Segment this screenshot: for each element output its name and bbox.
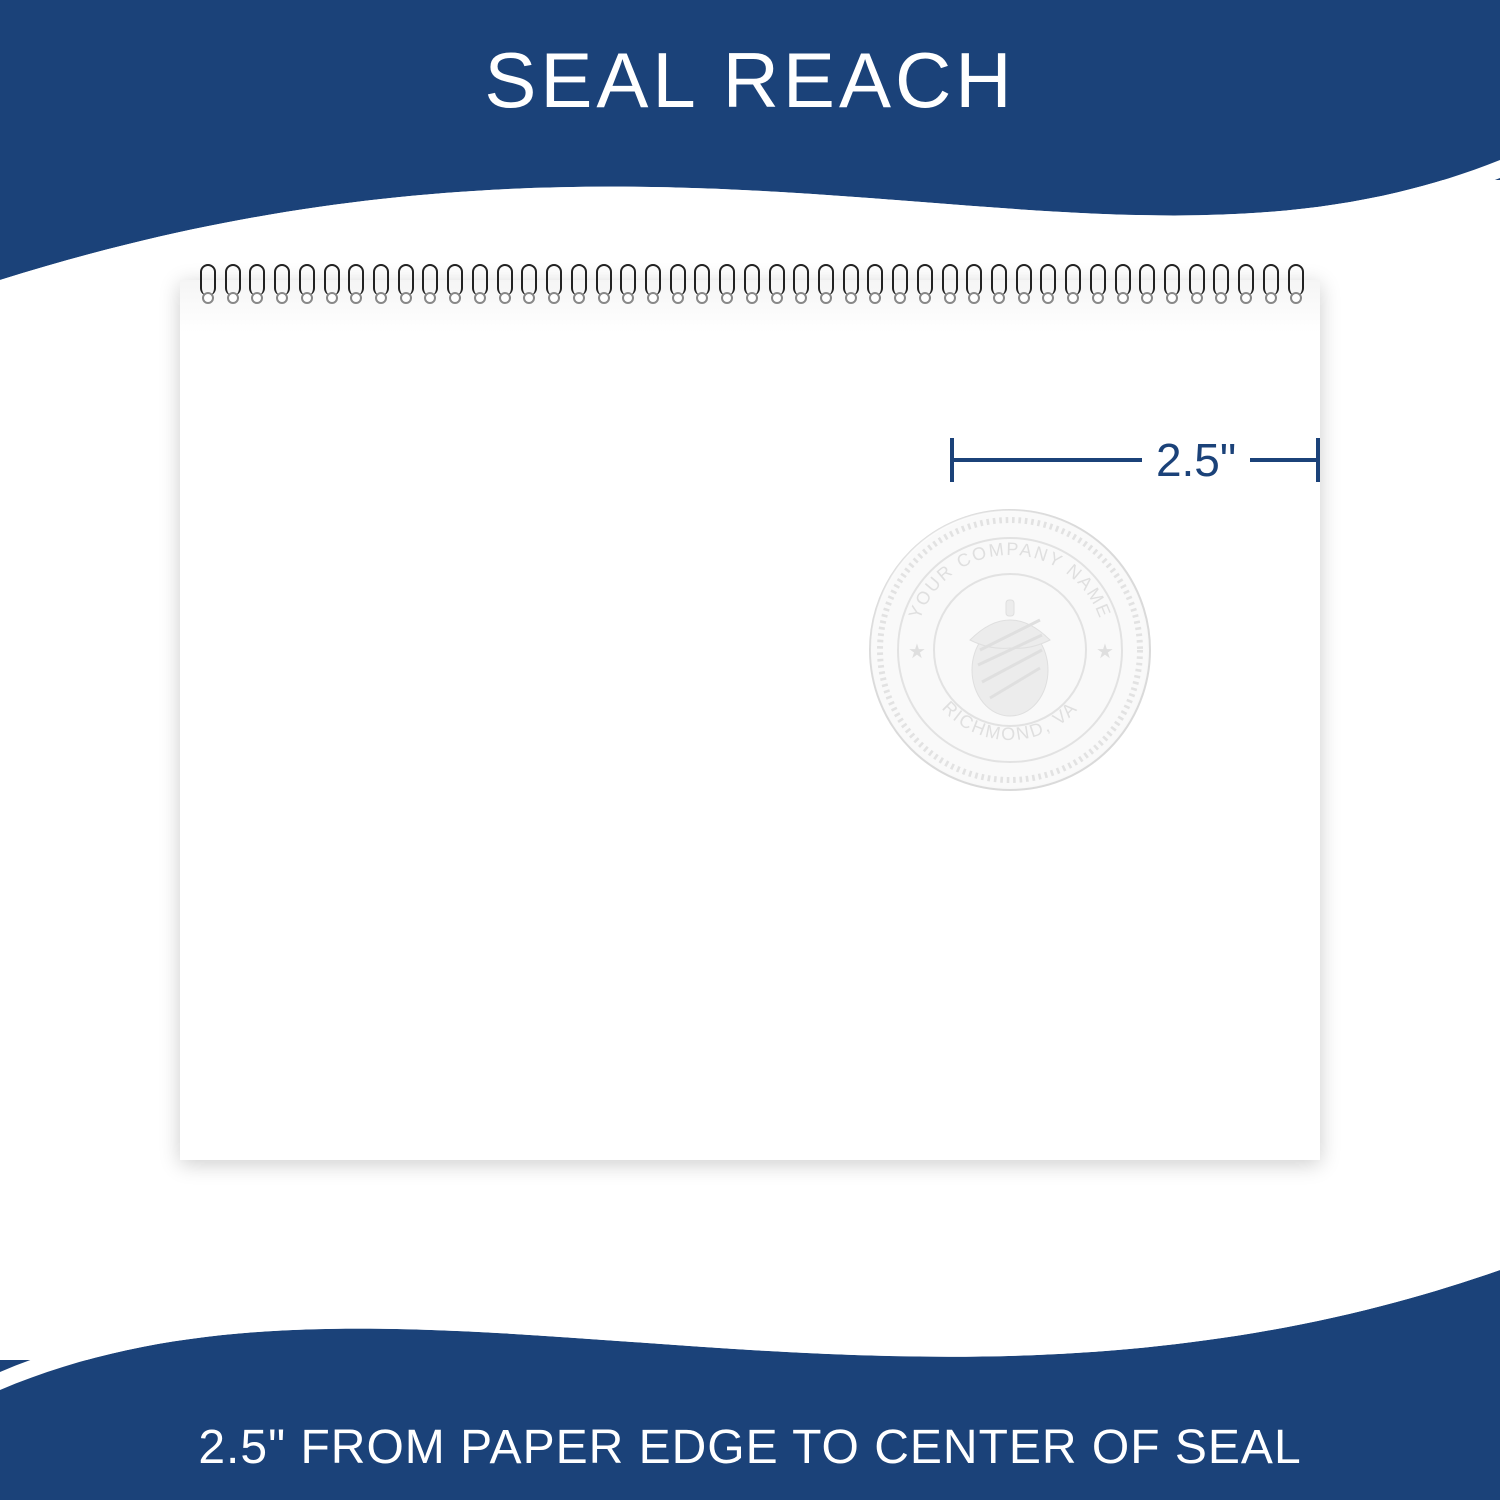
- spiral-ring: [594, 264, 610, 306]
- spiral-ring: [297, 264, 313, 306]
- spiral-ring: [767, 264, 783, 306]
- svg-text:★: ★: [908, 641, 926, 663]
- spiral-ring: [1187, 264, 1203, 306]
- spiral-ring: [1063, 264, 1079, 306]
- spiral-ring: [1286, 264, 1302, 306]
- spiral-ring: [742, 264, 758, 306]
- spiral-ring: [470, 264, 486, 306]
- spiral-ring: [569, 264, 585, 306]
- spiral-ring: [940, 264, 956, 306]
- spiral-ring: [1211, 264, 1227, 306]
- spiral-ring: [816, 264, 832, 306]
- spiral-ring: [668, 264, 684, 306]
- spiral-ring: [519, 264, 535, 306]
- measurement-indicator: 2.5": [950, 430, 1320, 490]
- measure-line: [954, 458, 1142, 462]
- spiral-ring: [544, 264, 560, 306]
- spiral-ring: [223, 264, 239, 306]
- footer-wave-decoration: [0, 1210, 1500, 1430]
- footer-text: 2.5" FROM PAPER EDGE TO CENTER OF SEAL: [198, 1420, 1301, 1475]
- spiral-ring: [346, 264, 362, 306]
- spiral-ring: [841, 264, 857, 306]
- spiral-ring: [1113, 264, 1129, 306]
- spiral-binding: [198, 264, 1302, 308]
- spiral-ring: [1038, 264, 1054, 306]
- spiral-ring: [989, 264, 1005, 306]
- spiral-ring: [692, 264, 708, 306]
- spiral-ring: [495, 264, 511, 306]
- spiral-ring: [1088, 264, 1104, 306]
- spiral-ring: [420, 264, 436, 306]
- spiral-ring: [1261, 264, 1277, 306]
- measure-line-right: [1250, 458, 1316, 462]
- spiral-ring: [371, 264, 387, 306]
- header-title: SEAL REACH: [484, 35, 1015, 126]
- spiral-ring: [865, 264, 881, 306]
- spiral-ring: [1014, 264, 1030, 306]
- spiral-ring: [272, 264, 288, 306]
- spiral-ring: [618, 264, 634, 306]
- measure-cap-right: [1316, 438, 1320, 482]
- spiral-ring: [322, 264, 338, 306]
- spiral-ring: [791, 264, 807, 306]
- spiral-ring: [1162, 264, 1178, 306]
- svg-text:★: ★: [1096, 641, 1114, 663]
- spiral-ring: [247, 264, 263, 306]
- measure-label: 2.5": [1142, 433, 1250, 487]
- spiral-ring: [915, 264, 931, 306]
- spiral-ring: [1137, 264, 1153, 306]
- spiral-ring: [198, 264, 214, 306]
- spiral-ring: [717, 264, 733, 306]
- spiral-ring: [396, 264, 412, 306]
- spiral-ring: [964, 264, 980, 306]
- embossed-seal: YOUR COMPANY NAME RICHMOND, VA ★ ★: [860, 500, 1160, 800]
- spiral-ring: [890, 264, 906, 306]
- spiral-ring: [445, 264, 461, 306]
- spiral-ring: [1236, 264, 1252, 306]
- spiral-ring: [643, 264, 659, 306]
